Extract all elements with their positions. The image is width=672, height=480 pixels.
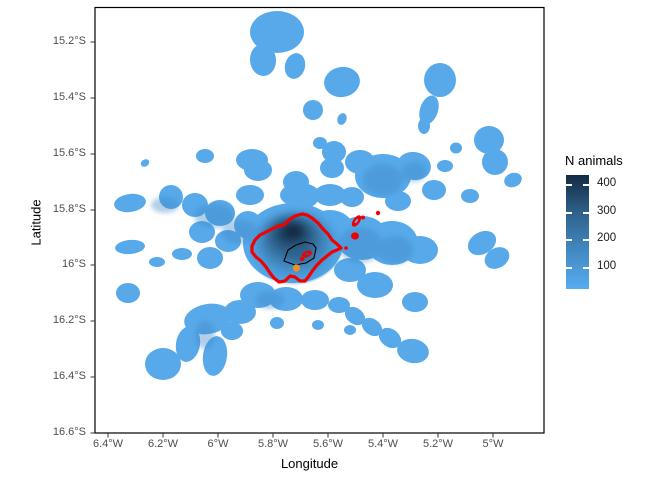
legend-tick — [566, 266, 572, 269]
x-tick-label: 5.2°W — [422, 438, 454, 450]
y-tick-label: 15.4°S — [52, 91, 86, 103]
x-tick-label: 5°W — [482, 438, 504, 450]
legend-label: 300 — [597, 205, 617, 217]
orange-point — [292, 264, 301, 272]
x-axis-title: Longitude — [280, 456, 339, 471]
x-tick-label: 6.4°W — [92, 438, 124, 450]
legend-tick — [583, 239, 589, 241]
density-blobs — [114, 11, 522, 380]
x-tick-label: 6.2°W — [147, 438, 179, 450]
black-contour — [283, 241, 317, 266]
y-tick-label: 16.2°S — [52, 314, 86, 326]
y-tick-label: 16°S — [62, 258, 86, 270]
legend-tick — [583, 184, 589, 186]
legend-tick — [583, 266, 589, 269]
density-overlap-patches — [151, 162, 426, 349]
red-patches — [299, 210, 381, 262]
y-axis-title: Latitude — [28, 199, 44, 246]
x-tick-label: 6°W — [207, 438, 229, 450]
panel-border — [94, 6, 545, 434]
x-tick-label: 5.8°W — [257, 438, 289, 450]
y-tick-label: 15.2°S — [52, 35, 86, 47]
axis-ticks — [90, 41, 494, 438]
legend-tick — [566, 239, 572, 241]
legend-tick — [566, 211, 572, 214]
red-contour — [250, 212, 343, 284]
y-tick-label: 16.4°S — [52, 370, 86, 382]
legend-tick — [566, 184, 572, 186]
legend-title: N animals — [565, 153, 623, 168]
legend-label: 100 — [597, 260, 617, 272]
legend-label: 400 — [597, 177, 617, 189]
legend-tick — [583, 211, 589, 214]
y-tick-label: 16.6°S — [52, 426, 86, 438]
y-tick-label: 15.6°S — [52, 147, 86, 159]
legend-label: 200 — [597, 232, 617, 244]
y-tick-label: 15.8°S — [52, 203, 86, 215]
x-tick-label: 5.4°W — [367, 438, 399, 450]
x-tick-label: 5.6°W — [312, 438, 344, 450]
legend-colorbar — [566, 175, 589, 289]
